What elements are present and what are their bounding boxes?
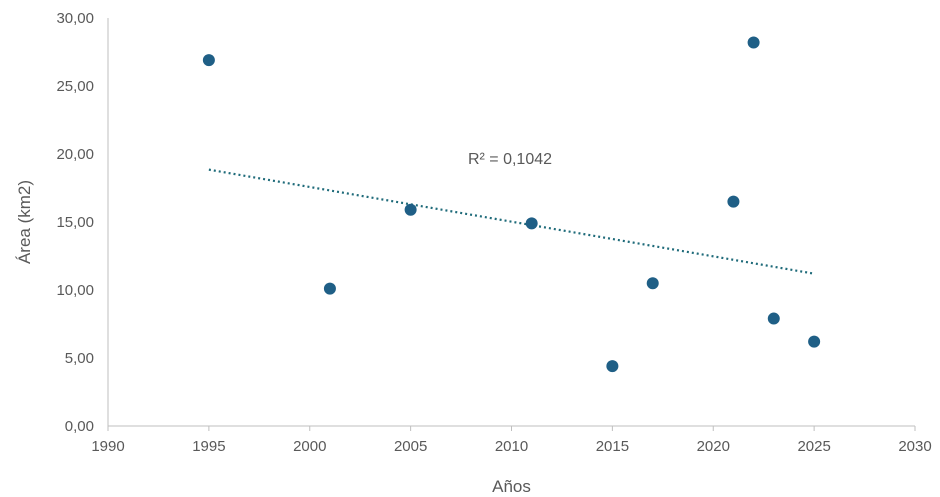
x-tick-label: 2000: [293, 438, 326, 455]
r-squared-label: R² = 0,1042: [468, 151, 552, 168]
data-point: [404, 203, 417, 216]
x-tick-label: 1990: [91, 438, 124, 455]
x-tick-label: 2010: [495, 438, 528, 455]
x-tick-label: 2005: [394, 438, 427, 455]
x-tick-label: 2025: [797, 438, 830, 455]
y-tick-label: 25,00: [56, 78, 94, 95]
data-point: [767, 312, 780, 325]
y-axis-title: Área (km2): [15, 180, 34, 264]
x-tick-label: 1995: [192, 438, 225, 455]
data-point: [808, 335, 821, 348]
x-axis-title: Años: [492, 477, 531, 496]
data-point: [323, 282, 336, 295]
x-tick-labels: 1990 1995 2000 2005 2010 2015 2020 2025 2030: [91, 426, 932, 455]
y-tick-label: 10,00: [56, 282, 94, 299]
data-point: [727, 195, 740, 208]
trendline: [208, 168, 815, 275]
axes: [107, 18, 915, 427]
data-points: [202, 36, 821, 373]
data-point: [747, 36, 760, 49]
x-tick-label: 2020: [697, 438, 730, 455]
data-point: [606, 360, 619, 373]
y-tick-label: 20,00: [56, 146, 94, 163]
data-point: [525, 217, 538, 230]
y-tick-label: 15,00: [56, 214, 94, 231]
y-tick-label: 0,00: [65, 418, 94, 435]
x-tick-label: 2015: [596, 438, 629, 455]
data-point: [202, 54, 215, 67]
y-tick-label: 30,00: [56, 10, 94, 27]
y-tick-labels: 0,00 5,00 10,00 15,00 20,00 25,00 30,00: [56, 10, 94, 435]
data-point: [646, 277, 659, 290]
x-tick-label: 2030: [898, 438, 931, 455]
y-tick-label: 5,00: [65, 350, 94, 367]
